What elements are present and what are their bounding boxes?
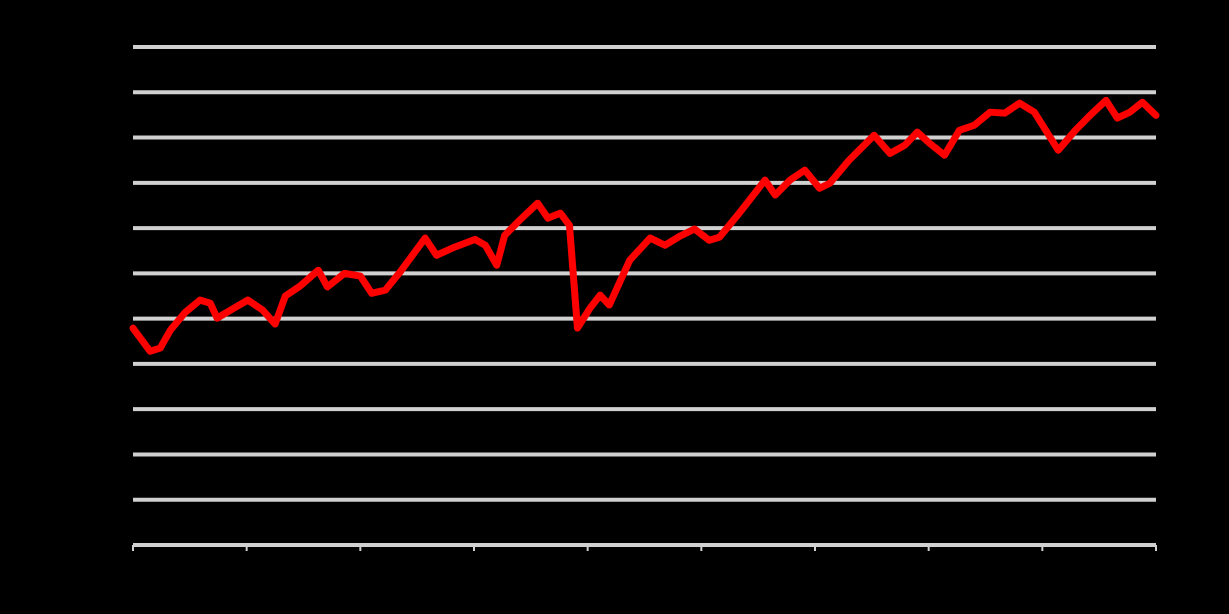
data-line	[129, 96, 1160, 355]
